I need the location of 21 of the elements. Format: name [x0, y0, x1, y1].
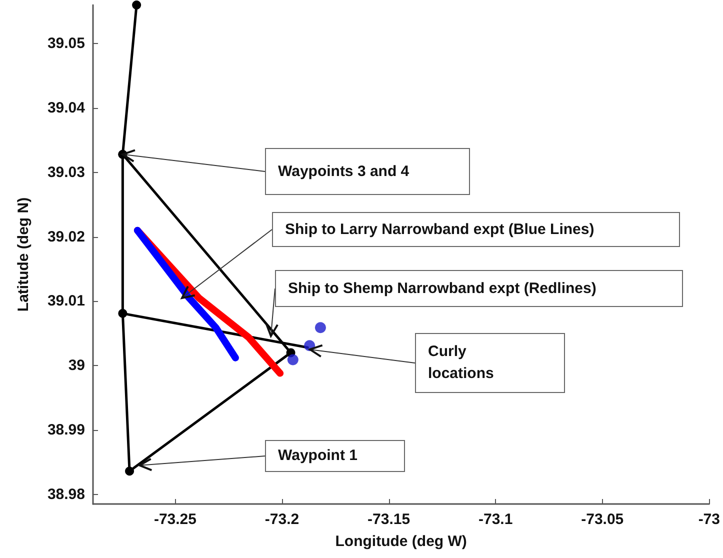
y-tick-label: 38.99 [47, 421, 85, 438]
y-tick-label: 39.03 [47, 164, 85, 181]
x-axis-title: Longitude (deg W) [335, 533, 467, 550]
callout-box: Waypoint 1 [265, 440, 405, 472]
x-tick-label: -73.05 [581, 511, 624, 528]
y-tick-label: 39.05 [47, 35, 85, 52]
x-tick-label: -73.15 [368, 511, 410, 528]
y-tick-label: 39.02 [47, 228, 85, 246]
y-tick-label: 39.04 [47, 100, 86, 117]
callout-box: Curly locations [415, 333, 565, 393]
y-axis-title: Latitude (deg N) [15, 197, 32, 312]
y-tick-label: 39 [68, 357, 85, 374]
x-tick-label: -73.2 [264, 511, 300, 528]
x-tick-label: -73 [698, 511, 720, 528]
callout-box: Ship to Larry Narrowband expt (Blue Lines) [272, 212, 680, 247]
callout-box: Waypoints 3 and 4 [265, 148, 470, 195]
y-tick-label: 38.98 [47, 486, 85, 503]
y-tick-label: 39.01 [47, 292, 85, 310]
x-tick-label: -73.25 [154, 511, 196, 528]
x-tick-label: -73.1 [478, 511, 513, 528]
callout-box: Ship to Shemp Narrowband expt (Redlines) [275, 270, 683, 307]
